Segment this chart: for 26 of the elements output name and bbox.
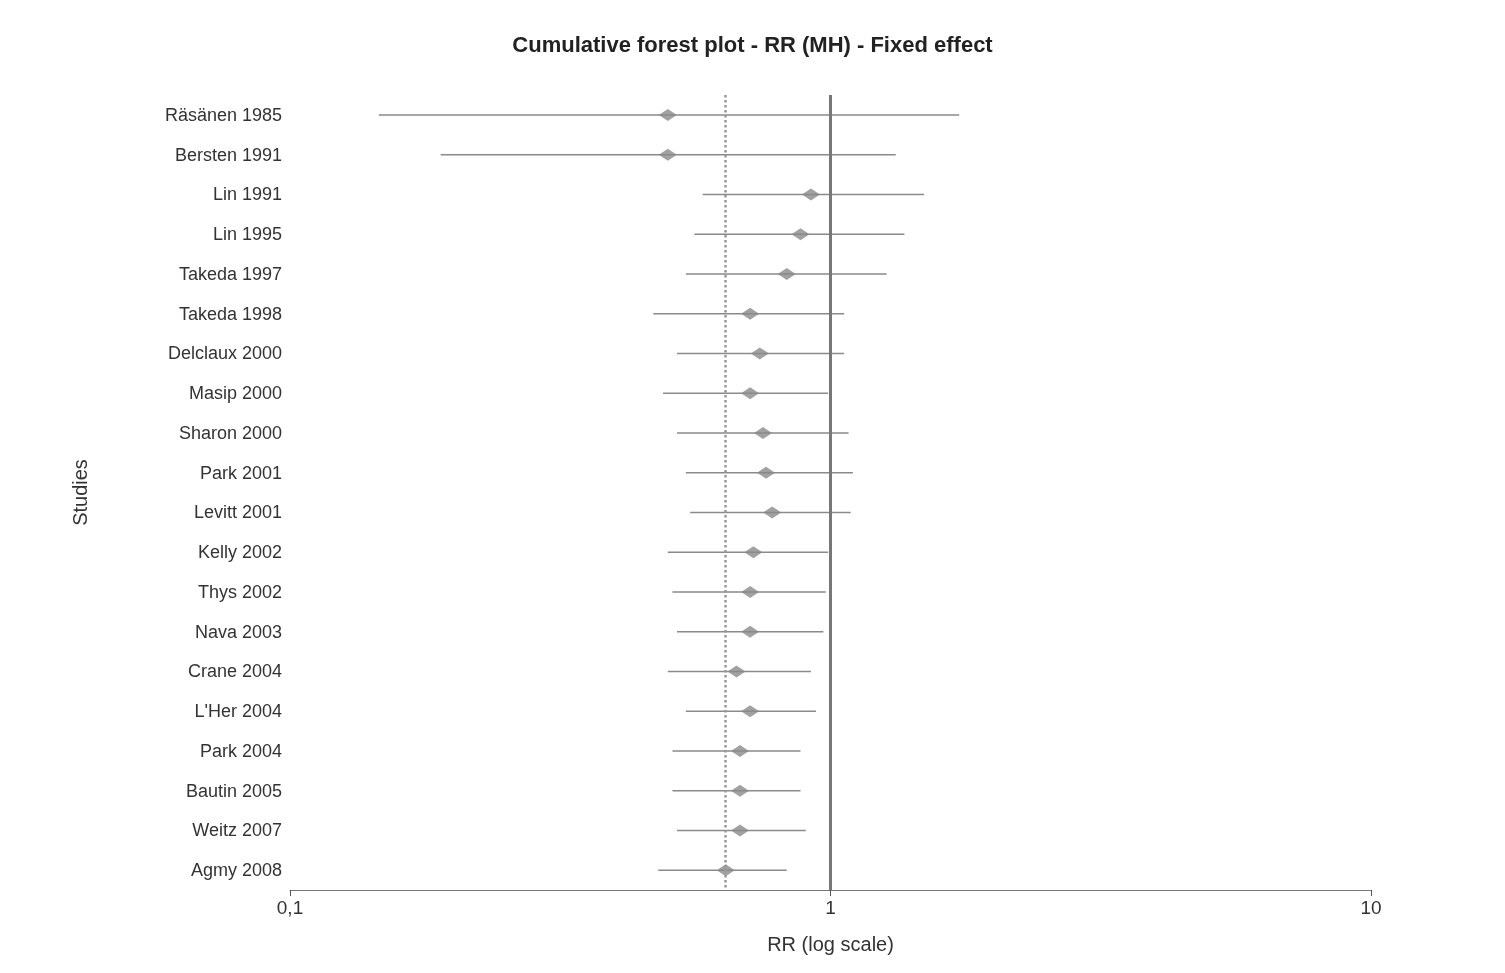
y-tick-label: Park 2004	[199, 740, 282, 761]
y-tick-label: Takeda 1997	[178, 263, 282, 284]
y-tick-label: Nava 2003	[194, 621, 282, 642]
y-tick-label: Delclaux 2000	[167, 343, 282, 364]
y-tick-label: Kelly 2002	[197, 542, 282, 563]
x-tick-label: 0,1	[276, 897, 304, 918]
x-tick-label: 1	[825, 897, 836, 918]
x-axis-title: RR (log scale)	[767, 933, 894, 955]
y-tick-label: L'Her 2004	[194, 701, 282, 722]
y-tick-label: Park 2001	[199, 462, 282, 483]
y-axis-title: Studies	[69, 459, 91, 526]
y-tick-label: Levitt 2001	[193, 502, 282, 523]
x-tick-label: 10	[1360, 897, 1382, 918]
y-tick-label: Bersten 1991	[174, 144, 282, 165]
y-tick-label: Agmy 2008	[190, 860, 282, 881]
y-tick-label: Lin 1991	[212, 184, 282, 205]
y-tick-label: Thys 2002	[197, 581, 282, 602]
y-tick-label: Räsänen 1985	[164, 104, 282, 125]
chart-title: Cumulative forest plot - RR (MH) - Fixed effect	[512, 31, 994, 57]
y-tick-label: Takeda 1998	[178, 303, 282, 324]
y-tick-label: Masip 2000	[188, 383, 282, 404]
y-tick-label: Crane 2004	[187, 661, 282, 682]
y-tick-label: Lin 1995	[212, 224, 282, 245]
y-tick-label: Sharon 2000	[178, 422, 282, 443]
y-tick-label: Bautin 2005	[185, 780, 282, 801]
y-tick-label: Weitz 2007	[192, 820, 282, 841]
